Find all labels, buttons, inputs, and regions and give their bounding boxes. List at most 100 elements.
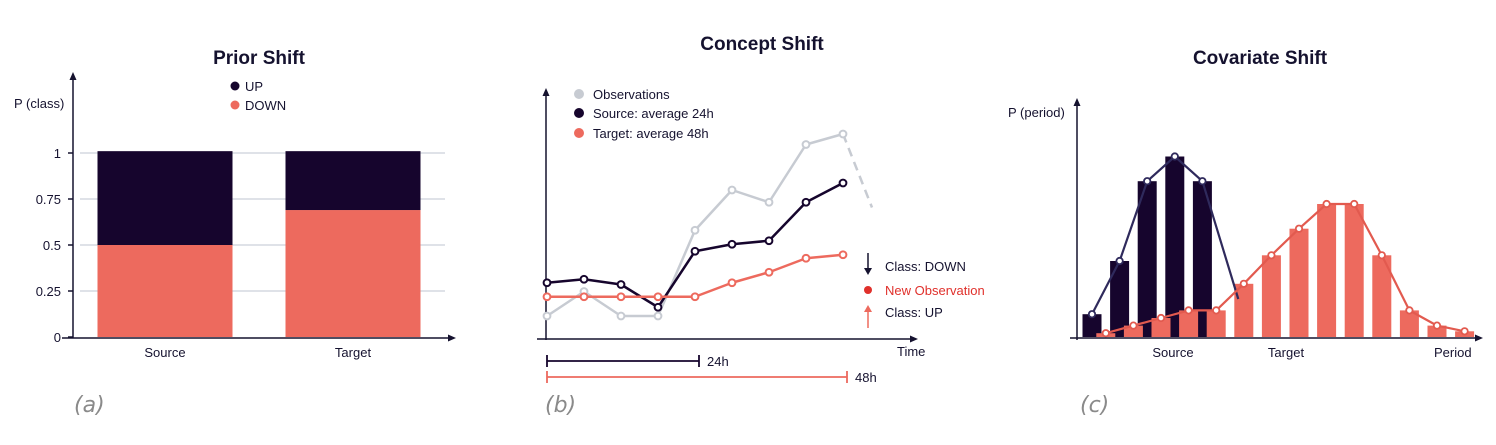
x-tick-label-target: Target	[335, 345, 372, 360]
class-up-label: Class: UP	[885, 305, 943, 320]
source-curve-point	[1143, 177, 1152, 186]
target-curve-point	[1156, 313, 1166, 323]
point-series-1	[764, 236, 774, 246]
covariate-shift-ylabel: P (period)	[1008, 105, 1065, 120]
observations-forecast-line	[841, 133, 874, 208]
target-bar	[1372, 255, 1392, 337]
concept-shift-panel: Concept Shift Observations Source: avera…	[537, 34, 985, 418]
legend-down-swatch	[230, 100, 240, 110]
source-curve	[1091, 155, 1240, 315]
target-curve-point	[1267, 251, 1276, 260]
panel-a-tag: (a)	[74, 393, 105, 418]
prior-shift-panel: Prior Shift P (class) 0 0.25 0.5 0.75 1 Sourc…	[14, 48, 456, 418]
down-arrowhead-icon	[864, 268, 872, 275]
bar-down-source	[97, 245, 233, 337]
prior-shift-title: Prior Shift	[213, 48, 306, 69]
target-curve-point	[1129, 321, 1138, 330]
target-curve	[1105, 202, 1465, 335]
source-bar	[1137, 181, 1157, 337]
y-axis-arrowhead-icon	[542, 88, 550, 96]
legend-up-swatch	[230, 81, 240, 91]
point-series-2	[764, 267, 774, 277]
legend-up-label: UP	[245, 79, 263, 94]
point-series-1	[653, 302, 663, 312]
point-series-1	[542, 278, 552, 288]
prior-shift-ylabel: P (class)	[14, 96, 64, 111]
source-curve-point	[1198, 177, 1207, 186]
point-series-0	[838, 129, 848, 139]
legend-source-swatch	[574, 108, 584, 118]
y-tick-label: 0.5	[43, 238, 61, 253]
source-bar	[1110, 261, 1130, 337]
target-curve-point	[1350, 199, 1359, 209]
point-series-0	[653, 311, 663, 321]
target-bar	[1317, 204, 1337, 337]
point-series-1	[579, 274, 589, 284]
target-bar	[1261, 255, 1281, 337]
legend-observations-label: Observations	[593, 87, 670, 102]
target-bar	[1234, 283, 1254, 337]
target-bar	[1289, 228, 1309, 337]
point-series-1	[838, 178, 848, 188]
point-series-0	[616, 311, 626, 321]
covariate-target-label: Target	[1268, 345, 1305, 360]
bar-up-source	[97, 151, 233, 245]
point-series-1	[727, 239, 737, 249]
y-tick-label: 0.75	[36, 192, 61, 207]
point-series-1	[801, 197, 811, 207]
point-series-2	[579, 292, 589, 302]
covariate-shift-panel: Covariate Shift P (period) Source Target…	[1008, 48, 1483, 418]
panel-b-tag: (b)	[545, 393, 576, 418]
point-series-2	[727, 278, 737, 288]
point-series-0	[801, 140, 811, 149]
source-curve-point	[1170, 152, 1179, 161]
point-series-1	[616, 280, 626, 289]
target-curve-point	[1405, 306, 1414, 315]
target-bar	[1399, 310, 1419, 337]
line-series-0	[546, 132, 844, 318]
line-series-2	[547, 253, 844, 298]
x-axis-arrowhead-icon	[448, 334, 456, 342]
concept-shift-legend: Observations Source: average 24h Target:…	[574, 87, 714, 141]
source-bar	[1165, 156, 1185, 337]
point-series-0	[727, 185, 737, 195]
target-curve-point	[1460, 327, 1469, 336]
point-series-2	[616, 292, 626, 302]
x-axis-arrowhead-icon	[910, 335, 918, 343]
point-series-0	[690, 225, 700, 235]
bar-down-target	[285, 210, 421, 337]
x-axis-arrowhead-icon	[1475, 334, 1483, 342]
point-series-2	[838, 250, 848, 260]
new-observation-label: New Observation	[885, 283, 985, 298]
covariate-shift-xlabel: Period	[1434, 345, 1472, 360]
target-curve-point	[1101, 329, 1110, 338]
window-label-48h: 48h	[855, 370, 877, 385]
covariate-source-label: Source	[1152, 345, 1193, 360]
x-tick-label-source: Source	[144, 345, 185, 360]
target-curve-point	[1239, 279, 1248, 288]
concept-shift-xlabel: Time	[897, 344, 925, 359]
target-curve-point	[1184, 306, 1193, 315]
legend-down-label: DOWN	[245, 98, 286, 113]
legend-observations-swatch	[574, 89, 584, 99]
window-label-24h: 24h	[707, 354, 729, 369]
target-bar	[1344, 204, 1364, 337]
y-tick-label: 0.25	[36, 284, 61, 299]
bar-up-target	[285, 151, 421, 211]
y-axis-arrowhead-icon	[1073, 98, 1081, 106]
averaging-windows: 24h 48h	[546, 354, 877, 385]
point-series-2	[690, 292, 700, 302]
y-axis-arrowhead-icon	[69, 72, 77, 80]
point-series-2	[542, 292, 552, 302]
point-series-0	[764, 197, 774, 207]
new-observation-dot	[864, 286, 872, 294]
source-bar	[1082, 314, 1102, 337]
target-curve-point	[1294, 224, 1304, 233]
source-curve-point	[1115, 256, 1124, 266]
legend-target-swatch	[574, 128, 584, 138]
target-curve-point	[1432, 321, 1442, 330]
covariate-shift-title: Covariate Shift	[1193, 48, 1328, 69]
point-series-2	[801, 253, 811, 263]
y-tick-label: 0	[54, 330, 61, 345]
up-arrowhead-icon	[864, 305, 872, 312]
